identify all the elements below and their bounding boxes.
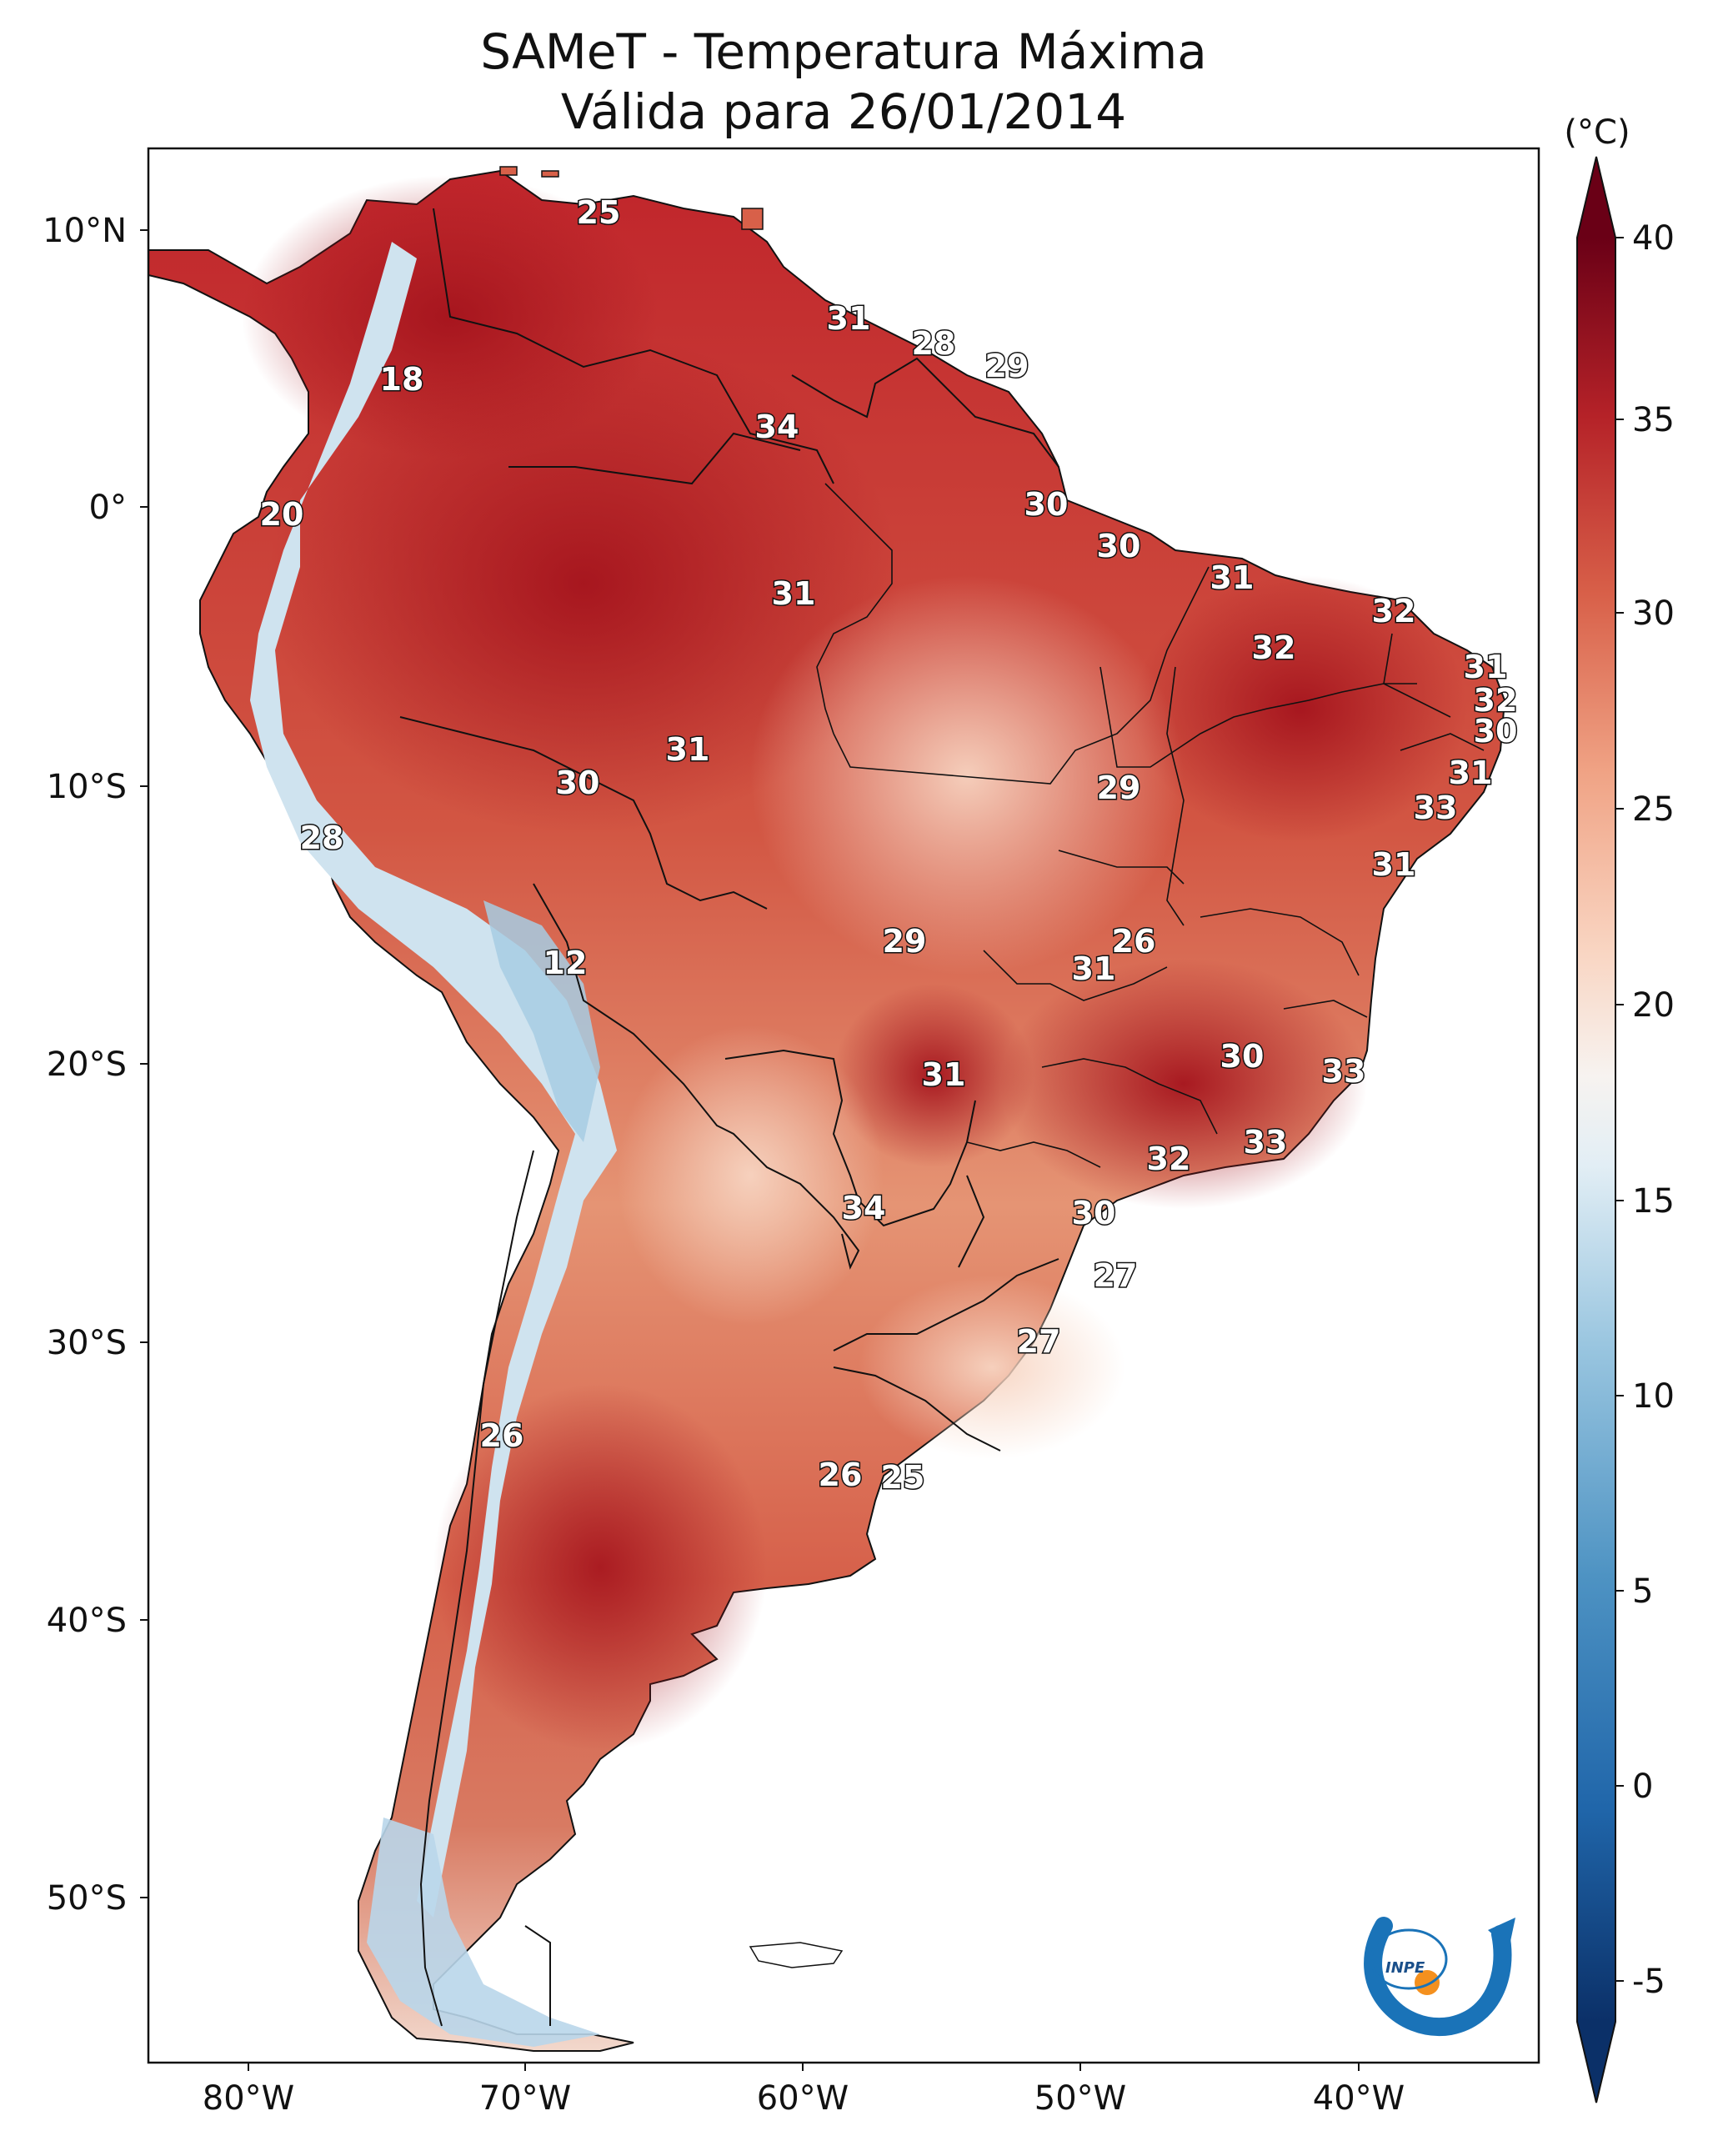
- temp-label: 26: [1112, 923, 1156, 960]
- northeast-hot-zone: [1134, 575, 1467, 842]
- temp-label: 31: [1210, 559, 1255, 596]
- temp-label: 29: [985, 348, 1029, 384]
- country-borders: [399, 208, 1059, 2027]
- temp-label: 31: [1464, 649, 1508, 685]
- colorbar-tick-label: 25: [1632, 790, 1675, 829]
- temp-label: 34: [755, 409, 799, 445]
- andes-cold-band: [250, 242, 617, 1918]
- temperature-labels: 25 31 28 29 18 34 20 30 30 31 31 32 32 3…: [258, 193, 1519, 1497]
- temp-label: 26: [819, 1457, 863, 1493]
- temp-label: 34: [842, 1190, 886, 1226]
- title-line-2: Válida para 26/01/2014: [560, 83, 1127, 140]
- lon-label-50w: 50°W: [1034, 2079, 1126, 2118]
- temp-label: 18: [380, 361, 424, 398]
- colorbar-scale: [1577, 238, 1615, 2022]
- lat-label-30s: 30°S: [47, 1324, 127, 1362]
- caribbean-islands: [499, 166, 764, 230]
- temp-label: 33: [1414, 790, 1458, 826]
- temp-label: 12: [543, 945, 588, 981]
- temp-label: 20: [260, 496, 304, 533]
- temp-label: 30: [1072, 1195, 1116, 1231]
- lat-label-40s: 40°S: [47, 1602, 127, 1640]
- lat-label-10n: 10°N: [43, 212, 127, 250]
- state-borders: [816, 483, 1485, 1168]
- falkland-islands: [749, 1942, 844, 1968]
- temp-label: 26: [480, 1417, 524, 1454]
- temp-label: 31: [666, 731, 710, 768]
- temp-label: 30: [1097, 528, 1141, 564]
- temp-label: 27: [1094, 1257, 1138, 1294]
- longitude-axis: 80°W 70°W 60°W 50°W 40°W: [203, 2063, 1405, 2118]
- colorbar-max-arrow: [1577, 157, 1615, 238]
- colorbar-ticks: [1615, 237, 1624, 1982]
- map-frame: [147, 147, 1540, 2064]
- temp-label: 31: [1449, 755, 1493, 791]
- temp-label: 25: [881, 1459, 925, 1496]
- temp-label: 31: [1372, 846, 1416, 883]
- temp-label: 28: [300, 820, 344, 856]
- temp-label: 30: [556, 765, 600, 801]
- lat-label-0: 0°: [89, 489, 127, 527]
- temp-label: 33: [1322, 1053, 1366, 1090]
- logo-text: INPE: [1385, 1959, 1425, 1977]
- chaco-mild-zone: [617, 1025, 884, 1326]
- temp-label: 32: [1252, 629, 1296, 666]
- mato-grosso-sul-hot-zone: [834, 984, 1034, 1167]
- title-line-1: SAMeT - Temperatura Máxima: [480, 23, 1207, 80]
- latitude-axis: 10°N 0° 10°S 20°S 30°S 40°S 50°S: [43, 212, 148, 1918]
- temp-label: 31: [772, 575, 816, 612]
- colorbar-tick-label: 30: [1632, 594, 1675, 633]
- temp-label: 31: [1072, 950, 1116, 987]
- temp-label: 32: [1474, 682, 1518, 719]
- lon-label-40w: 40°W: [1313, 2079, 1405, 2118]
- argentina-hot-zone: [433, 1384, 767, 1751]
- south-brazil-mild-zone: [859, 1276, 1125, 1459]
- temp-label: 28: [912, 325, 956, 362]
- temp-label: 27: [1017, 1323, 1061, 1360]
- lon-label-70w: 70°W: [479, 2079, 571, 2118]
- colorbar-tick-label: 20: [1632, 986, 1675, 1025]
- temp-label: 32: [1372, 593, 1416, 629]
- inpe-logo: INPE: [1364, 1917, 1515, 2037]
- temp-label: 32: [1147, 1141, 1191, 1177]
- altiplano-cold-core: [483, 900, 600, 1142]
- lat-label-10s: 10°S: [47, 768, 127, 806]
- colorbar-tick-label: 15: [1632, 1182, 1675, 1221]
- temp-label: 29: [883, 923, 927, 960]
- colorbar-min-arrow: [1577, 2022, 1615, 2103]
- lat-label-20s: 20°S: [47, 1045, 127, 1084]
- colorbar-tick-label: 5: [1632, 1572, 1653, 1611]
- colorbar-tick-label: 35: [1632, 401, 1675, 439]
- colorbar-tick-label: 0: [1632, 1767, 1653, 1806]
- temp-label: 31: [922, 1056, 966, 1093]
- central-brazil-mild-zone: [750, 575, 1184, 975]
- temp-label: 30: [1474, 713, 1518, 750]
- colorbar-tick-label: 40: [1632, 219, 1675, 258]
- continent-layer: [148, 166, 1506, 2052]
- southeast-hot-zone: [1000, 959, 1367, 1209]
- temp-label: 29: [1097, 770, 1141, 806]
- patagonia-cold-tip: [367, 1818, 600, 2047]
- temp-label: 30: [1024, 486, 1069, 523]
- temp-label: 30: [1220, 1038, 1265, 1075]
- lat-label-50s: 50°S: [47, 1879, 127, 1918]
- map-title: SAMeT - Temperatura Máxima Válida para 2…: [148, 22, 1539, 142]
- temp-label: 31: [827, 300, 871, 337]
- lon-label-80w: 80°W: [203, 2079, 294, 2118]
- amazon-hot-zone: [267, 333, 900, 834]
- lon-label-60w: 60°W: [757, 2079, 849, 2118]
- temp-label: 25: [577, 194, 621, 231]
- colorbar: (°C) 40 35 30 25 20 15 10 5 0 -5: [1564, 113, 1675, 2103]
- colorbar-tick-label: 10: [1632, 1377, 1675, 1416]
- temp-label: 33: [1244, 1124, 1288, 1161]
- colorbar-tick-label: -5: [1632, 1963, 1665, 2001]
- colorbar-unit: (°C): [1564, 113, 1630, 152]
